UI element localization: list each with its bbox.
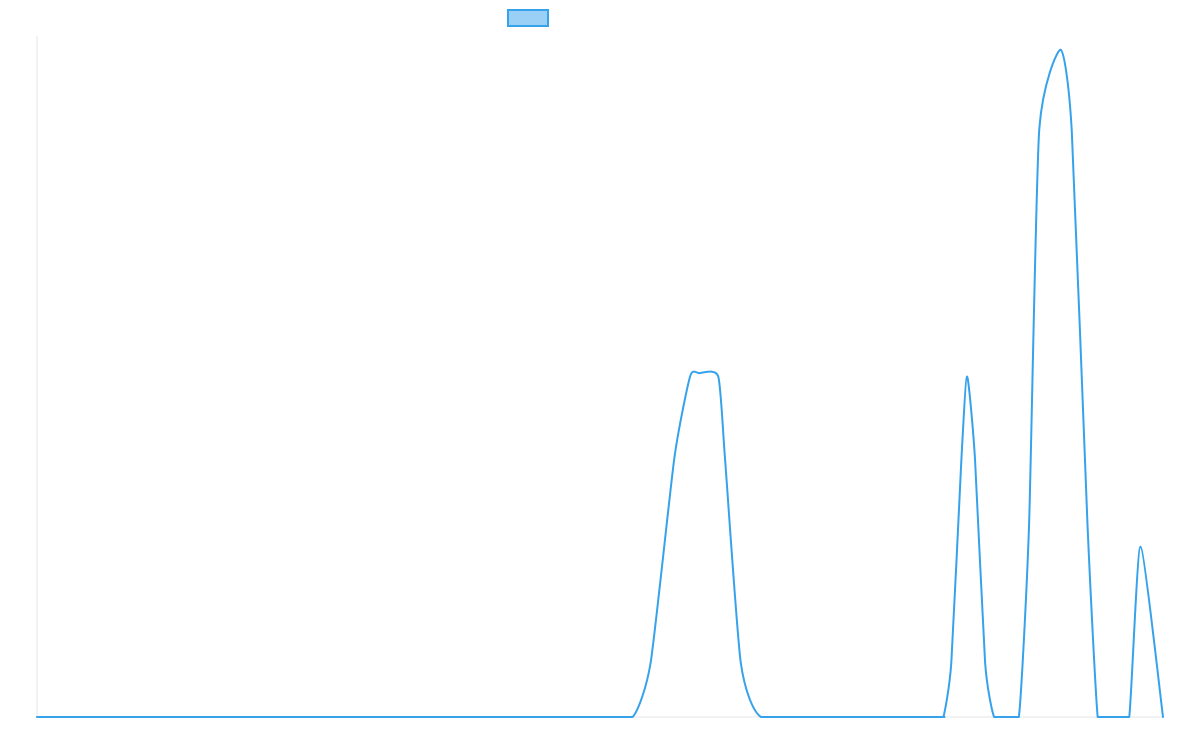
data-point[interactable] — [758, 714, 764, 720]
data-point[interactable] — [972, 455, 978, 461]
data-point[interactable] — [147, 714, 153, 720]
legend — [507, 9, 549, 27]
data-point[interactable] — [991, 714, 997, 720]
data-point[interactable] — [1016, 714, 1022, 720]
data-point[interactable] — [1114, 714, 1120, 720]
data-point[interactable] — [1137, 544, 1143, 550]
data-point[interactable] — [630, 714, 636, 720]
series-line[interactable] — [36, 48, 1164, 719]
data-point[interactable] — [1126, 714, 1132, 720]
data-point[interactable] — [738, 660, 744, 666]
data-point[interactable] — [1095, 714, 1101, 720]
data-point[interactable] — [948, 660, 954, 666]
data-point[interactable] — [648, 660, 654, 666]
data-point[interactable] — [1026, 523, 1032, 529]
data-point[interactable] — [1160, 714, 1166, 720]
point-layer — [34, 47, 1166, 720]
data-point[interactable] — [687, 374, 693, 380]
data-point[interactable] — [1085, 523, 1091, 529]
axes — [36, 36, 1163, 718]
data-point[interactable] — [259, 714, 265, 720]
data-point[interactable] — [964, 374, 970, 380]
data-point[interactable] — [1002, 714, 1008, 720]
legend-swatch[interactable] — [507, 9, 549, 27]
data-point[interactable] — [935, 714, 941, 720]
data-point[interactable] — [822, 714, 828, 720]
data-point[interactable] — [722, 455, 728, 461]
data-point[interactable] — [484, 714, 490, 720]
data-point[interactable] — [715, 374, 721, 380]
series-layer — [36, 48, 1164, 719]
data-point[interactable] — [1036, 128, 1042, 134]
data-point[interactable] — [372, 714, 378, 720]
data-point[interactable] — [1058, 47, 1064, 53]
data-point[interactable] — [671, 455, 677, 461]
data-point[interactable] — [1104, 714, 1110, 720]
data-point[interactable] — [982, 660, 988, 666]
data-point[interactable] — [34, 714, 40, 720]
data-point[interactable] — [958, 455, 964, 461]
data-point[interactable] — [696, 370, 702, 376]
data-point[interactable] — [597, 714, 603, 720]
data-point[interactable] — [1069, 128, 1075, 134]
data-point[interactable] — [940, 714, 946, 720]
